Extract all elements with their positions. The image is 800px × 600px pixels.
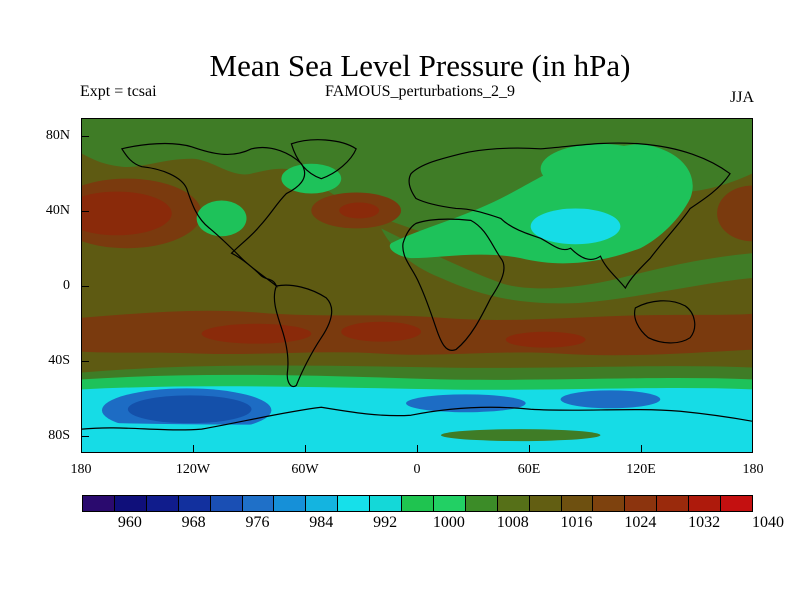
lon-label-120w: 120W (175, 462, 211, 477)
lat-tick (81, 136, 89, 137)
colorbar-segment (464, 495, 498, 512)
lat-label-0: 0 (63, 278, 70, 293)
colorbar-segment (273, 495, 307, 512)
colorbar-segment (720, 495, 753, 512)
lon-tick (417, 445, 418, 453)
pressure-field (82, 119, 752, 452)
antarctic-plateau (82, 420, 752, 452)
australia-coast (634, 300, 696, 344)
colorbar-segment (432, 495, 466, 512)
colorbar-label: 1032 (688, 514, 721, 531)
map-title: Mean Sea Level Pressure (in hPa) (209, 48, 631, 83)
lon-tick (529, 445, 530, 453)
north-pacific-high-core (82, 191, 172, 236)
lat-tick (81, 436, 89, 437)
run-label: FAMOUS_perturbations_2_9 (325, 83, 515, 100)
indian-low (560, 390, 661, 409)
colorbar-label: 1000 (432, 514, 465, 531)
colorbar-segment (177, 495, 211, 512)
indian-ocean-high (505, 331, 586, 348)
tropical-green-band (381, 228, 752, 304)
colorbar-label: 976 (245, 514, 270, 531)
colorbar-label: 960 (117, 514, 142, 531)
greenland-low (281, 163, 342, 194)
lon-tick (193, 445, 194, 453)
lat-label-40n: 40N (45, 203, 70, 218)
antarctica-coast (82, 406, 752, 431)
colorbar-segment (592, 495, 626, 512)
lon-tick (641, 445, 642, 453)
lat-tick (81, 211, 89, 212)
colorbar-segment (560, 495, 594, 512)
colorbar-segment (656, 495, 690, 512)
lon-label-60e: 60E (517, 462, 541, 477)
south-america-coast (273, 284, 333, 388)
lon-label-0: 0 (413, 462, 421, 477)
colorbar-label: 1024 (624, 514, 657, 531)
coastlines (82, 139, 752, 431)
colorbar-segment (337, 495, 371, 512)
lat-tick (81, 286, 89, 287)
africa-coast (402, 218, 505, 352)
colorbar-label: 992 (373, 514, 398, 531)
lat-label-80n: 80N (45, 128, 70, 143)
colorbar-segment (305, 495, 339, 512)
colorbar-segment (209, 495, 243, 512)
experiment-label: Expt = tcsai (80, 83, 157, 100)
colorbar-label: 1040 (751, 514, 784, 531)
eurasia-coast (408, 142, 731, 290)
colorbar-segment (401, 495, 434, 512)
south-asia-low (530, 208, 621, 245)
lon-label-60w: 60W (291, 462, 319, 477)
south-pacific-high (201, 323, 312, 344)
colorbar-label: 1016 (560, 514, 593, 531)
greenland-coast (290, 139, 357, 180)
colorbar-label: 1008 (496, 514, 529, 531)
lon-tick (305, 445, 306, 453)
colorbar-segment (369, 495, 403, 512)
weddell-low (406, 394, 526, 413)
north-america-low (196, 200, 247, 237)
season-label: JJA (729, 89, 754, 106)
lon-label-180w: 180 (70, 462, 92, 477)
colorbar-segment (82, 495, 115, 512)
antarctic-high (440, 429, 601, 442)
colorbar-label: 984 (309, 514, 334, 531)
lat-label-40s: 40S (48, 353, 70, 368)
lat-tick (81, 361, 89, 362)
eurasia-green (540, 143, 661, 194)
colorbar-segment (145, 495, 179, 512)
amundsen-low-core (127, 395, 252, 424)
azores-high-core (339, 202, 380, 219)
lon-label-180e: 180 (742, 462, 764, 477)
pressure-map (81, 118, 753, 453)
colorbar-segment (624, 495, 658, 512)
north-america-coast (120, 142, 306, 288)
colorbar-label: 968 (181, 514, 206, 531)
colorbar-segment (496, 495, 530, 512)
colorbar-segment (113, 495, 147, 512)
lat-label-80s: 80S (48, 428, 70, 443)
colorbar-segment (241, 495, 275, 512)
west-pacific-high (717, 185, 752, 242)
lon-label-120e: 120E (626, 462, 656, 477)
colorbar-segment (688, 495, 722, 512)
colorbar-segment (528, 495, 562, 512)
south-atlantic-high (341, 321, 421, 342)
